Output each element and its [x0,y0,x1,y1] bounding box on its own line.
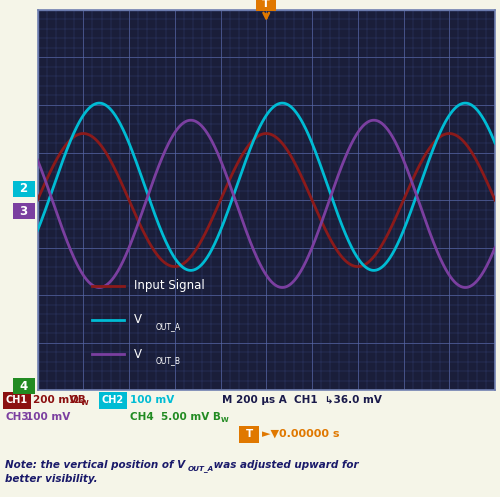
Text: 100 mV: 100 mV [26,412,70,422]
Text: M 200 μs A  CH1  ↳36.0 mV: M 200 μs A CH1 ↳36.0 mV [222,395,382,405]
Text: 4: 4 [20,380,28,393]
Text: OUT_A: OUT_A [188,466,214,473]
Text: was adjusted upward for: was adjusted upward for [210,460,358,470]
FancyBboxPatch shape [12,203,34,220]
Text: CH3: CH3 [5,412,28,422]
Text: CH2: CH2 [102,395,124,405]
Text: 3: 3 [20,205,28,218]
Text: OUT_A: OUT_A [156,322,180,331]
Text: T: T [246,429,252,439]
Text: Note: the vertical position of V: Note: the vertical position of V [5,460,185,470]
Text: ►▼0.00000 s: ►▼0.00000 s [262,429,340,439]
FancyBboxPatch shape [256,0,276,11]
FancyBboxPatch shape [239,426,259,443]
Text: Input Signal: Input Signal [134,279,204,292]
Text: W: W [221,417,229,423]
Text: 200 mV: 200 mV [33,395,77,405]
Text: OUT_B: OUT_B [156,356,180,365]
FancyBboxPatch shape [12,378,34,394]
Text: V: V [134,347,141,360]
Text: 100 mV: 100 mV [130,395,174,405]
Text: W: W [81,400,89,406]
FancyBboxPatch shape [12,180,34,197]
Text: CH4  5.00 mV B: CH4 5.00 mV B [130,412,221,422]
Text: 2: 2 [20,182,28,195]
FancyBboxPatch shape [99,392,127,409]
Text: CH1: CH1 [6,395,28,405]
Text: ΩB: ΩB [70,395,87,405]
FancyBboxPatch shape [3,392,31,409]
Text: V: V [134,313,141,327]
Text: better visibility.: better visibility. [5,474,98,484]
Text: T: T [262,0,270,9]
